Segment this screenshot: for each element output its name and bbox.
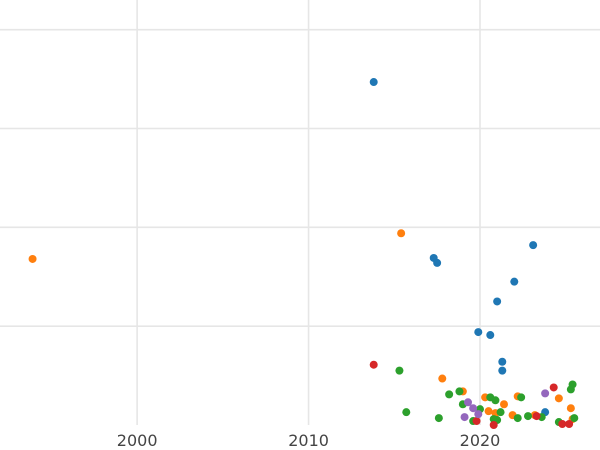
data-point-red [532, 412, 541, 421]
data-point-red [558, 420, 567, 429]
x-tick-label: 2020 [460, 431, 501, 450]
data-point-blue [529, 241, 538, 250]
data-point-green [517, 393, 526, 402]
data-point-purple [469, 404, 478, 413]
data-point-orange [438, 374, 447, 383]
data-point-green [445, 390, 454, 399]
data-point-purple [474, 410, 483, 419]
data-point-purple [460, 413, 469, 422]
data-point-blue [493, 297, 502, 306]
x-tick-label: 2010 [288, 431, 329, 450]
data-point-blue [486, 331, 495, 340]
data-point-green [402, 408, 411, 417]
grid-layer [0, 0, 600, 425]
data-point-green [455, 387, 464, 396]
data-point-blue [369, 78, 378, 87]
data-point-blue [474, 328, 483, 337]
data-point-orange [500, 400, 508, 409]
data-point-green [524, 412, 532, 421]
x-tick-label: 2000 [117, 431, 158, 450]
data-point-blue [498, 366, 507, 375]
data-point-orange [484, 407, 493, 416]
data-point-green [570, 414, 579, 423]
data-point-green [496, 408, 505, 417]
data-point-red [489, 421, 498, 429]
points-layer [28, 78, 579, 429]
data-point-red [549, 383, 558, 392]
data-point-blue [510, 277, 519, 286]
data-point-green [513, 414, 522, 423]
data-point-orange [28, 254, 37, 263]
x-axis-ticks: 2000 2010 2020 [117, 431, 501, 450]
data-point-blue [433, 258, 442, 267]
data-point-red [472, 417, 481, 426]
data-point-purple [464, 398, 472, 407]
data-point-orange [397, 229, 406, 238]
data-point-green [434, 414, 443, 423]
data-point-green [568, 380, 577, 389]
data-point-red [369, 360, 378, 369]
data-point-orange [554, 394, 563, 403]
data-point-green [491, 396, 500, 405]
data-point-orange [566, 404, 575, 413]
data-point-blue [498, 357, 507, 366]
data-point-red [565, 420, 574, 429]
data-point-green [395, 366, 404, 375]
data-point-purple [541, 389, 550, 398]
